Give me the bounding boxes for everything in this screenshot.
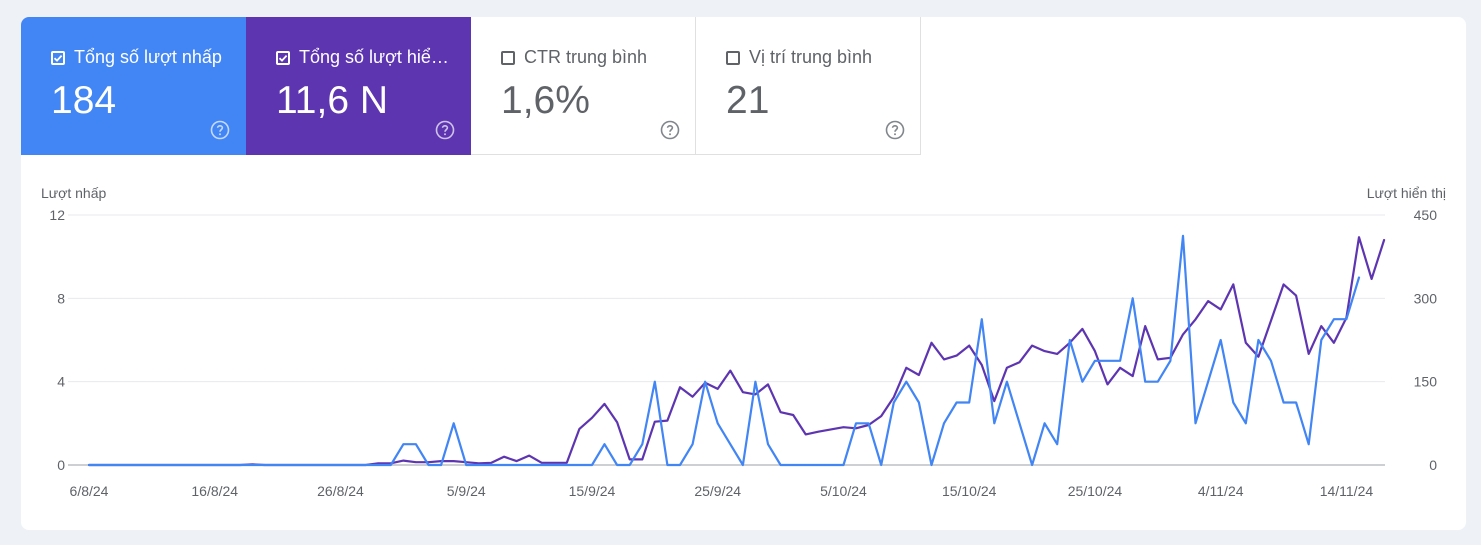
metric-head: Tổng số lượt nhấp — [51, 47, 222, 68]
right-axis-title: Lượt hiển thị — [1366, 185, 1446, 201]
checkbox-checked-icon[interactable] — [276, 50, 290, 65]
x-tick-label: 26/8/24 — [317, 483, 364, 499]
metric-value: 11,6 N — [276, 79, 389, 122]
metric-value: 1,6% — [501, 79, 590, 122]
x-tick-label: 5/10/24 — [820, 483, 867, 499]
metric-average-position[interactable]: Vị trí trung bình 21 — [696, 17, 921, 155]
metric-head: Vị trí trung bình — [726, 47, 872, 68]
right-tick-label: 450 — [1414, 207, 1438, 223]
x-tick-label: 15/10/24 — [942, 483, 997, 499]
x-tick-label: 6/8/24 — [70, 483, 109, 499]
metric-value: 21 — [726, 79, 770, 122]
right-tick-label: 150 — [1414, 374, 1438, 390]
x-tick-label: 16/8/24 — [191, 483, 238, 499]
clicks-series-line — [87, 234, 1361, 467]
x-tick-label: 5/9/24 — [447, 483, 486, 499]
right-tick-label: 300 — [1414, 290, 1438, 306]
x-tick-label: 15/9/24 — [569, 483, 616, 499]
x-tick-label: 25/9/24 — [694, 483, 741, 499]
x-tick-label: 25/10/24 — [1068, 483, 1123, 499]
left-axis-title: Lượt nhấp — [41, 185, 107, 201]
checkbox-unchecked-icon[interactable] — [726, 50, 740, 65]
performance-chart[interactable]: 0 0 4 150 8 300 12 450 6/8/24 16/8/24 26/8/24 5/9/2… — [21, 17, 1466, 530]
left-tick-label: 12 — [49, 207, 65, 223]
metric-head: Tổng số lượt hiể… — [276, 47, 449, 68]
metric-total-clicks[interactable]: Tổng số lượt nhấp 184 — [21, 17, 246, 155]
checkbox-checked-icon[interactable] — [51, 50, 65, 65]
help-icon[interactable] — [885, 120, 905, 140]
metric-total-impressions[interactable]: Tổng số lượt hiể… 11,6 N — [246, 17, 471, 155]
metric-value: 184 — [51, 79, 117, 122]
x-tick-label: 4/11/24 — [1198, 483, 1244, 499]
metric-average-ctr[interactable]: CTR trung bình 1,6% — [471, 17, 696, 155]
help-icon[interactable] — [435, 120, 455, 140]
right-tick-label: 0 — [1429, 457, 1437, 473]
checkbox-unchecked-icon[interactable] — [501, 50, 515, 65]
help-icon[interactable] — [660, 120, 680, 140]
left-tick-label: 4 — [57, 374, 65, 390]
x-tick-label: 14/11/24 — [1320, 483, 1374, 499]
left-tick-label: 0 — [57, 457, 65, 473]
metric-cards: Tổng số lượt nhấp 184 Tổng số lượt hiể… … — [21, 17, 921, 155]
help-icon[interactable] — [210, 120, 230, 140]
metric-head: CTR trung bình — [501, 47, 647, 68]
left-tick-label: 8 — [57, 290, 65, 306]
performance-card: Tổng số lượt nhấp 184 Tổng số lượt hiể… … — [21, 17, 1466, 530]
